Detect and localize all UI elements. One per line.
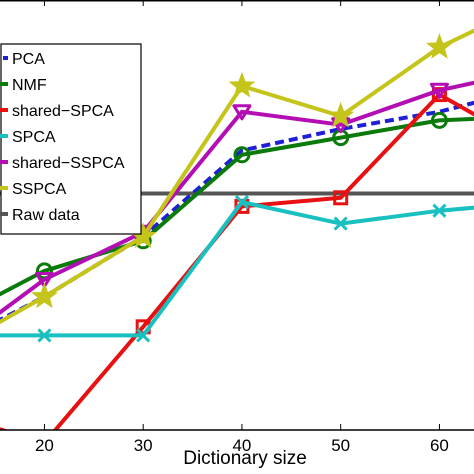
- x-axis-label: Dictionary size: [183, 448, 307, 469]
- series-line: [0, 100, 474, 323]
- x-tick-label: 50: [331, 436, 350, 455]
- series-line: [0, 116, 474, 297]
- series-line: [0, 80, 474, 315]
- legend-entry: shared−SPCA: [0, 103, 114, 120]
- data-point: [37, 328, 52, 343]
- legend-label: Raw data: [12, 207, 80, 224]
- legend-box: [0, 43, 142, 235]
- data-point: [327, 101, 355, 128]
- series-6: [0, 28, 474, 325]
- series-1: [0, 100, 474, 323]
- data-point: [333, 216, 348, 231]
- legend-label: SSPCA: [12, 181, 67, 198]
- data-point: [228, 71, 256, 98]
- x-tick-label: 20: [35, 436, 54, 455]
- legend-entry: NMF: [0, 77, 47, 94]
- axes: 20 30 40 50 60: [0, 0, 474, 455]
- legend-label: shared−SPCA: [12, 103, 114, 120]
- data-point: [425, 33, 453, 59]
- x-tick-label: 40: [232, 436, 251, 455]
- x-tick-label: 30: [134, 436, 153, 455]
- legend-label: PCA: [12, 51, 45, 68]
- legend-entry: SSPCA: [0, 181, 67, 198]
- legend-entry: SPCA: [0, 129, 56, 146]
- data-point: [429, 82, 449, 99]
- data-point: [34, 272, 54, 288]
- data-point: [30, 282, 58, 309]
- legend-label: SPCA: [12, 129, 56, 146]
- legend-entry: Raw data: [0, 207, 80, 224]
- data-point: [432, 203, 447, 218]
- data-point: [136, 328, 151, 343]
- legend: PCA NMF shared−SPCA SPCA shared−SSPCA SSPCA Ra…: [0, 43, 142, 235]
- data-point: [430, 111, 448, 129]
- legend-entry: PCA: [0, 51, 45, 68]
- legend-label: shared−SSPCA: [12, 155, 125, 172]
- data-point: [233, 146, 251, 164]
- data-point: [232, 104, 252, 121]
- legend-label: NMF: [12, 77, 47, 94]
- series-4: [0, 195, 474, 343]
- plot-area: [0, 28, 474, 430]
- x-tick-label: 60: [430, 436, 449, 455]
- data-point: [333, 190, 349, 206]
- data-point: [234, 195, 249, 210]
- legend-entry: shared−SSPCA: [0, 155, 125, 172]
